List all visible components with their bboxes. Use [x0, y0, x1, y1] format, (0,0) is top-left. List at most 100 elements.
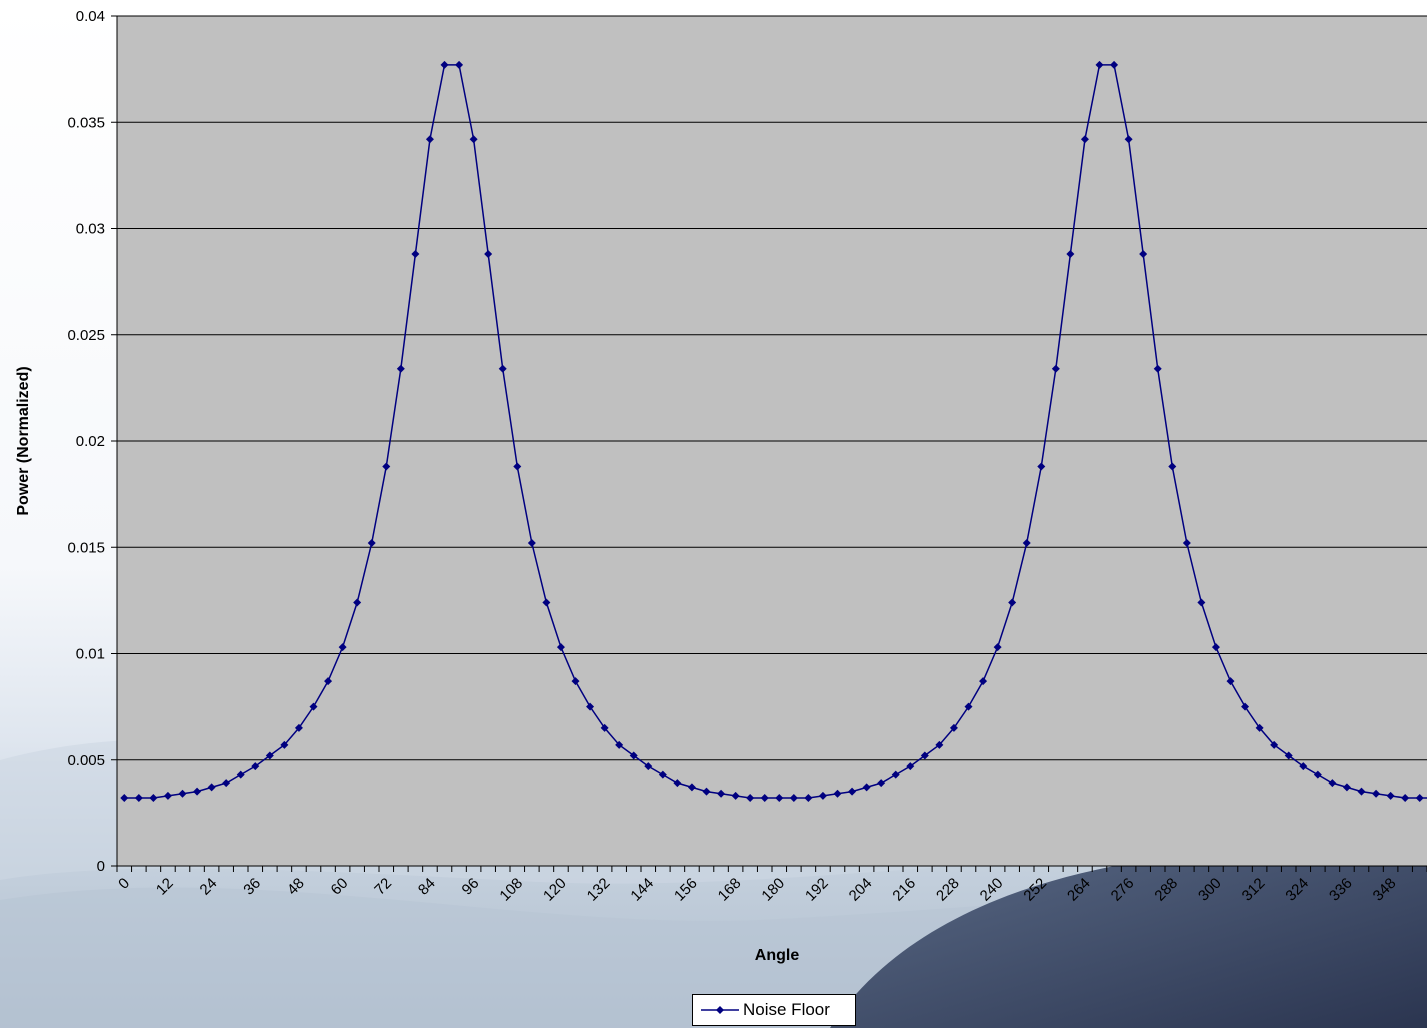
data-point-marker	[353, 598, 362, 607]
data-point-marker	[484, 250, 493, 258]
data-point-marker	[280, 740, 289, 749]
data-point-marker	[1124, 135, 1133, 144]
x-tick-label: 300	[1195, 875, 1225, 905]
data-point-marker	[309, 702, 318, 711]
data-point-marker	[804, 794, 813, 802]
data-point-marker	[1182, 539, 1191, 547]
data-point-marker	[411, 250, 420, 258]
x-tick-label: 24	[197, 875, 221, 899]
y-axis-title: Power (Normalized)	[15, 366, 32, 515]
y-tick-label: 0.035	[67, 114, 105, 131]
data-point-marker	[338, 643, 347, 652]
data-point-marker	[1008, 598, 1017, 607]
y-tick-label: 0.02	[76, 433, 105, 450]
data-point-marker	[1066, 250, 1075, 258]
data-point-marker	[163, 791, 172, 800]
x-tick-label: 216	[889, 875, 919, 905]
y-tick-label: 0.04	[76, 8, 105, 25]
data-point-marker	[891, 770, 900, 779]
legend-label-noise-floor: Noise Floor	[743, 1000, 830, 1019]
data-point-marker	[920, 751, 929, 760]
gridlines	[117, 15, 1427, 761]
data-point-marker	[717, 789, 726, 798]
data-point-marker	[1110, 60, 1119, 69]
data-point-marker	[1095, 60, 1104, 69]
data-point-marker	[1313, 770, 1322, 779]
x-tick-label: 312	[1239, 875, 1269, 905]
data-point-marker	[993, 643, 1002, 652]
data-point-marker	[1168, 462, 1177, 471]
y-axis-ticks: 0 0.005 0.01 0.015 0.02 0.025 0.03 0.035 0.04	[67, 8, 117, 875]
data-point-marker	[440, 60, 449, 69]
data-point-marker	[862, 783, 871, 792]
x-tick-label: 144	[627, 875, 657, 905]
data-point-marker	[833, 789, 842, 798]
data-point-marker	[673, 779, 682, 788]
x-tick-label: 204	[846, 875, 876, 905]
x-axis-ticks: 0 12 24 36 48 60 72 84 96 108 120 132 144 156 168 180 19…	[115, 866, 1427, 905]
data-point-marker	[935, 740, 944, 749]
x-tick-label: 288	[1151, 875, 1181, 905]
x-tick-label: 324	[1282, 875, 1312, 905]
data-point-marker	[1270, 740, 1279, 749]
data-point-marker	[265, 751, 274, 760]
data-point-marker	[731, 791, 740, 800]
x-tick-label: 336	[1326, 875, 1356, 905]
x-tick-label: 276	[1108, 875, 1138, 905]
y-tick-label: 0.03	[76, 221, 105, 238]
y-tick-label: 0.015	[67, 539, 105, 556]
data-point-marker	[149, 794, 158, 802]
data-point-marker	[134, 794, 143, 802]
data-point-marker	[615, 740, 624, 749]
data-point-marker	[906, 762, 915, 771]
data-point-marker	[498, 364, 507, 373]
x-tick-label: 96	[459, 875, 483, 899]
x-tick-label: 0	[115, 875, 133, 893]
data-point-marker	[586, 702, 595, 711]
x-tick-label: 132	[584, 875, 614, 905]
data-point-marker	[542, 598, 551, 607]
y-tick-label: 0	[97, 858, 105, 875]
data-point-marker	[789, 794, 798, 802]
x-axis-title: Angle	[755, 947, 800, 964]
data-point-marker	[818, 791, 827, 800]
x-tick-label: 252	[1020, 875, 1050, 905]
x-tick-label: 156	[671, 875, 701, 905]
legend: Noise Floor	[692, 994, 856, 1026]
x-tick-label: 240	[977, 875, 1007, 905]
x-tick-label: 72	[371, 875, 395, 899]
data-point-marker	[469, 135, 478, 144]
data-point-marker	[1211, 643, 1220, 652]
data-point-marker	[1051, 364, 1060, 373]
data-point-marker	[1284, 751, 1293, 760]
data-point-marker	[600, 723, 609, 732]
x-tick-label: 264	[1064, 875, 1094, 905]
y-tick-label: 0.025	[67, 327, 105, 344]
data-point-marker	[1415, 794, 1424, 802]
legend-swatch-icon	[701, 1006, 739, 1014]
x-tick-label: 48	[284, 875, 308, 899]
data-point-marker	[527, 539, 536, 547]
data-point-marker	[556, 643, 565, 652]
data-point-marker	[425, 135, 434, 144]
x-tick-label: 36	[240, 875, 264, 899]
data-point-marker	[702, 787, 711, 796]
data-point-marker	[1255, 723, 1264, 732]
data-point-marker	[775, 794, 784, 802]
data-point-marker	[513, 462, 522, 471]
data-point-marker	[979, 677, 988, 686]
data-point-marker	[1328, 779, 1337, 788]
x-tick-label: 84	[415, 875, 439, 899]
data-point-marker	[236, 770, 245, 779]
data-point-marker	[455, 60, 464, 69]
data-point-marker	[1226, 677, 1235, 686]
data-point-marker	[1357, 787, 1366, 796]
x-tick-label: 192	[802, 875, 832, 905]
data-point-marker	[571, 677, 580, 686]
data-point-marker	[949, 723, 958, 732]
data-point-marker	[178, 789, 187, 798]
x-tick-label: 60	[328, 875, 352, 899]
x-tick-label: 108	[496, 875, 526, 905]
data-point-marker	[848, 787, 857, 796]
x-tick-label: 228	[933, 875, 963, 905]
